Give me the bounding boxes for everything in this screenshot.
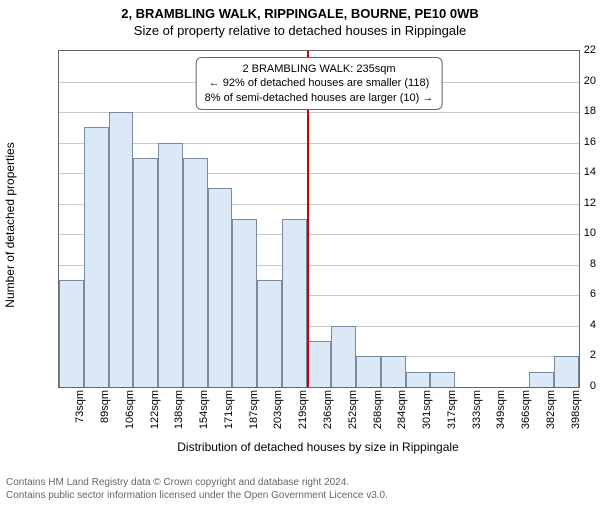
x-tick-label: 122sqm [149, 390, 161, 429]
x-axis-label: Distribution of detached houses by size … [58, 440, 578, 454]
footer-line-1: Contains HM Land Registry data © Crown c… [6, 477, 388, 490]
x-tick-label: 317sqm [446, 390, 458, 429]
title-line-2: Size of property relative to detached ho… [0, 23, 600, 38]
annotation-line-1: 2 BRAMBLING WALK: 235sqm [205, 62, 434, 76]
histogram-bar [356, 356, 381, 387]
histogram-bar [84, 127, 109, 387]
histogram-bar [331, 326, 356, 387]
x-tick-label: 268sqm [372, 390, 384, 429]
histogram-bar [232, 219, 257, 387]
histogram-bar [257, 280, 282, 387]
x-tick-label: 382sqm [545, 390, 557, 429]
x-tick-label: 171sqm [223, 390, 235, 429]
histogram-bar [282, 219, 307, 387]
y-axis-label: Number of detached properties [3, 125, 17, 325]
footer-line-2: Contains public sector information licen… [6, 490, 388, 503]
x-tick-label: 73sqm [74, 390, 86, 423]
histogram-bar [406, 372, 431, 387]
histogram-bar [529, 372, 554, 387]
histogram-bar [554, 356, 579, 387]
x-tick-label: 203sqm [272, 390, 284, 429]
histogram-bar [183, 158, 208, 387]
x-tick-label: 366sqm [520, 390, 532, 429]
x-tick-label: 284sqm [396, 390, 408, 429]
x-tick-label: 301sqm [421, 390, 433, 429]
histogram-bar [59, 280, 84, 387]
x-tick-label: 398sqm [570, 390, 582, 429]
histogram-bar [133, 158, 158, 387]
annotation-line-2: ← 92% of detached houses are smaller (11… [205, 76, 434, 90]
histogram-bar [381, 356, 406, 387]
x-tick-label: 219sqm [297, 390, 309, 429]
footer-attribution: Contains HM Land Registry data © Crown c… [6, 477, 388, 502]
x-tick-label: 138sqm [173, 390, 185, 429]
histogram-bar [208, 188, 233, 387]
title-line-1: 2, BRAMBLING WALK, RIPPINGALE, BOURNE, P… [0, 6, 600, 21]
x-tick-label: 89sqm [99, 390, 111, 423]
annotation-box: 2 BRAMBLING WALK: 235sqm ← 92% of detach… [196, 57, 443, 110]
histogram-bar [430, 372, 455, 387]
annotation-line-3: 8% of semi-detached houses are larger (1… [205, 91, 434, 105]
x-tick-label: 236sqm [322, 390, 334, 429]
x-tick-label: 252sqm [347, 390, 359, 429]
x-tick-label: 349sqm [495, 390, 507, 429]
x-tick-label: 333sqm [471, 390, 483, 429]
histogram-bar [109, 112, 134, 387]
x-tick-label: 187sqm [248, 390, 260, 429]
x-tick-label: 154sqm [198, 390, 210, 429]
plot-area: 2 BRAMBLING WALK: 235sqm ← 92% of detach… [58, 50, 580, 388]
histogram-bar [158, 143, 183, 387]
x-tick-label: 106sqm [124, 390, 136, 429]
histogram-bar [307, 341, 332, 387]
